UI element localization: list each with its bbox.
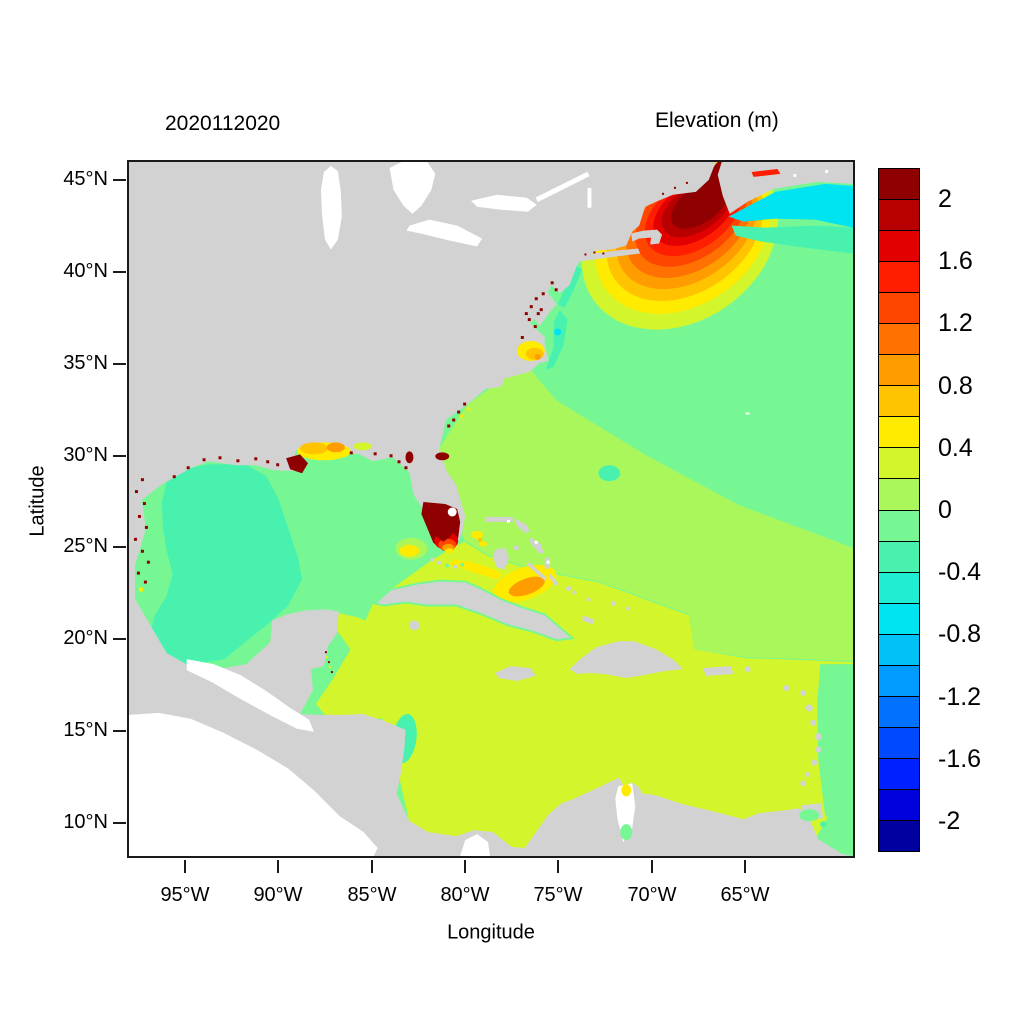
y-tick <box>113 638 126 640</box>
y-tick <box>113 271 126 273</box>
gulf-of-mexico-depression <box>148 464 303 666</box>
y-tick-label: 30°N <box>63 444 108 466</box>
x-tick-label: 70°W <box>627 884 677 906</box>
colorbar-tick-label: -2 <box>938 807 961 835</box>
x-tick-label: 80°W <box>440 884 490 906</box>
coastal-speckles <box>133 181 688 674</box>
colorbar-tick-label: 2 <box>938 185 952 213</box>
pacific-blank <box>129 712 378 856</box>
colorbar <box>878 168 920 852</box>
lake-okeechobee <box>447 507 457 517</box>
land-masses <box>129 162 853 856</box>
cape-cod <box>631 229 663 245</box>
lesser-antilles <box>744 666 822 787</box>
map-plot <box>127 160 855 858</box>
colorbar-tick-label: 1.2 <box>938 309 973 337</box>
colorbar-tick-label: 0.8 <box>938 372 973 400</box>
puerto-rico <box>702 666 734 677</box>
atlantic-mid-band <box>439 368 853 662</box>
west-florida-yellow <box>399 544 420 557</box>
y-tick-label: 15°N <box>63 719 108 741</box>
colorbar-title: Elevation (m) <box>655 109 779 132</box>
small-yellow-speckles <box>138 407 471 669</box>
lake-champlain <box>587 187 592 208</box>
yucatan-channel-tongue <box>327 611 400 704</box>
y-tick-label: 10°N <box>63 811 108 833</box>
colorbar-tick-label: -1.2 <box>938 683 982 711</box>
no-data-white-regions <box>129 169 829 856</box>
run-timestamp-title: 2020112020 <box>165 112 281 135</box>
lake-maracaibo <box>620 824 633 841</box>
y-tick-label: 25°N <box>63 535 108 557</box>
caribbean-band <box>315 541 853 851</box>
y-tick <box>113 179 126 181</box>
x-tick <box>651 860 653 873</box>
nova-scotia <box>717 162 853 214</box>
x-tick <box>184 860 186 873</box>
x-axis-label: Longitude <box>447 921 535 944</box>
colorbar-tick-label: 0.4 <box>938 434 973 462</box>
y-tick-label: 35°N <box>63 352 108 374</box>
y-tick-label: 45°N <box>63 168 108 190</box>
x-tick <box>557 860 559 873</box>
x-tick-label: 95°W <box>160 884 210 906</box>
florida-keys <box>430 557 465 569</box>
x-tick-label: 65°W <box>720 884 770 906</box>
x-tick <box>277 860 279 873</box>
pamlico-sound-surge <box>516 340 545 361</box>
north-america-land <box>129 162 853 856</box>
colorbar-tick-label: -0.8 <box>938 620 982 648</box>
colorbar-tick-label: -0.4 <box>938 558 982 586</box>
y-axis-label: Latitude <box>26 465 49 537</box>
east-of-antilles-strip <box>817 664 853 819</box>
mid-atlantic-oval <box>598 465 621 482</box>
hispaniola <box>569 641 683 679</box>
y-tick <box>113 822 126 824</box>
panama-pacific-notch <box>460 834 491 856</box>
x-tick-label: 90°W <box>253 884 303 906</box>
south-florida-flood <box>421 502 461 554</box>
colorbar-tick-label: -1.6 <box>938 745 982 773</box>
y-tick <box>113 455 126 457</box>
colorbar-tick-label: 1.6 <box>938 247 973 275</box>
y-tick <box>113 730 126 732</box>
nova-scotia-negative-bands <box>728 183 853 254</box>
louisiana-coast-surge <box>286 442 450 474</box>
gulf-of-paria <box>799 809 820 822</box>
x-tick-label: 75°W <box>533 884 583 906</box>
lake-ontario <box>471 194 537 212</box>
great-lakes <box>320 162 592 250</box>
hatteras-coastal-bands <box>545 265 583 370</box>
lake-erie <box>406 219 483 247</box>
lake-michigan <box>320 165 342 250</box>
y-tick-label: 40°N <box>63 260 108 282</box>
x-tick <box>371 860 373 873</box>
y-tick <box>113 546 126 548</box>
long-island <box>578 248 641 262</box>
gulf-of-venezuela-yellow <box>621 784 632 797</box>
y-tick-label: 20°N <box>63 627 108 649</box>
x-tick <box>744 860 746 873</box>
colorbar-tick-label: 0 <box>938 496 952 524</box>
map-canvas <box>129 162 853 856</box>
y-tick <box>113 363 126 365</box>
st-lawrence-river <box>535 171 590 203</box>
x-tick-label: 85°W <box>347 884 397 906</box>
lake-huron <box>389 162 436 214</box>
jamaica <box>494 666 536 682</box>
isle-of-youth <box>409 620 420 631</box>
minas-basin-sliver <box>751 168 781 177</box>
bahamas-islands <box>485 516 631 625</box>
x-tick <box>464 860 466 873</box>
cuba <box>372 579 575 642</box>
campeche-shelf-blank <box>186 659 314 732</box>
